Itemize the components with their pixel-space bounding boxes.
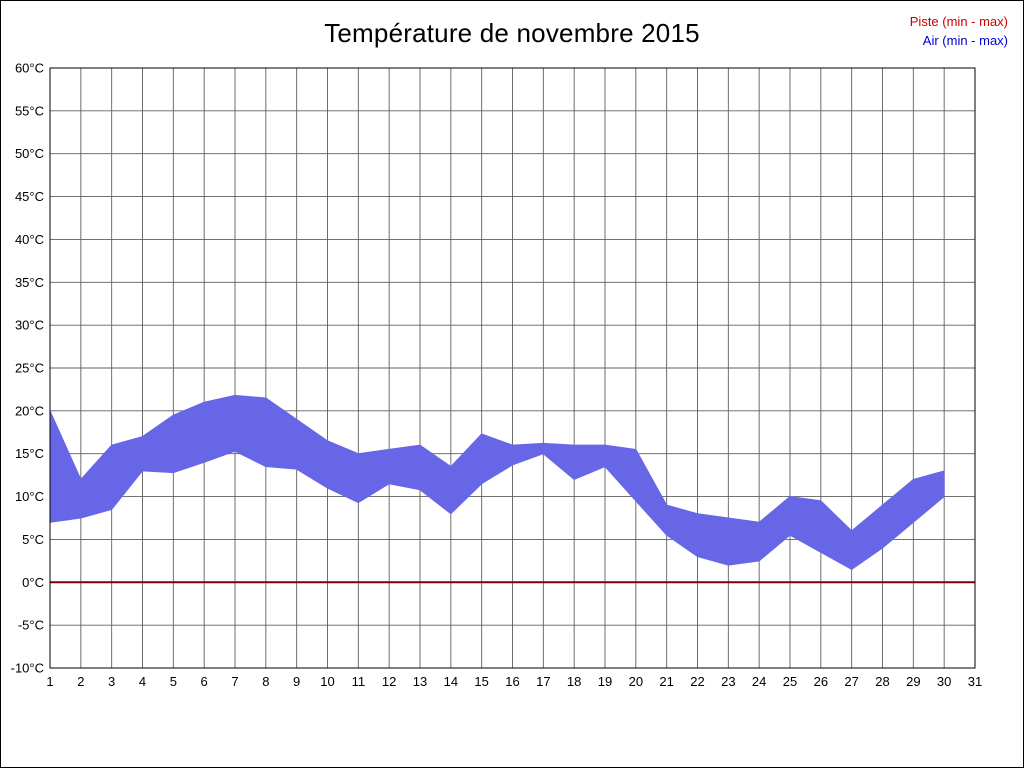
y-axis-tick-label: 25°C [15, 361, 44, 376]
y-axis-tick-label: 30°C [15, 318, 44, 333]
x-axis-tick-label: 6 [201, 674, 208, 689]
y-axis-tick-label: 55°C [15, 103, 44, 118]
x-axis-tick-label: 22 [690, 674, 704, 689]
x-axis-tick-label: 9 [293, 674, 300, 689]
legend: Piste (min - max) Air (min - max) [910, 12, 1008, 50]
x-axis-tick-label: 29 [906, 674, 920, 689]
y-axis-tick-label: 45°C [15, 189, 44, 204]
x-axis-tick-label: 18 [567, 674, 581, 689]
y-axis-tick-label: -5°C [18, 618, 44, 633]
x-axis-tick-label: 3 [108, 674, 115, 689]
y-axis-tick-label: 50°C [15, 146, 44, 161]
x-axis-tick-label: 8 [262, 674, 269, 689]
y-axis-tick-label: -10°C [11, 661, 44, 676]
y-axis-tick-label: 5°C [22, 532, 44, 547]
x-axis-tick-label: 11 [352, 674, 366, 689]
y-axis-tick-label: 60°C [15, 61, 44, 76]
chart-title: Température de novembre 2015 [324, 18, 700, 48]
x-axis-tick-label: 28 [875, 674, 889, 689]
y-axis-tick-label: 0°C [22, 575, 44, 590]
x-axis-tick-label: 10 [320, 674, 334, 689]
x-axis-tick-label: 13 [413, 674, 427, 689]
x-axis-tick-label: 7 [231, 674, 238, 689]
x-axis-tick-label: 27 [844, 674, 858, 689]
x-axis-tick-label: 20 [629, 674, 643, 689]
y-axis-tick-label: 35°C [15, 275, 44, 290]
air-minmax-band [49, 394, 945, 571]
x-axis-tick-label: 2 [77, 674, 84, 689]
x-axis-tick-label: 19 [598, 674, 612, 689]
y-axis-tick-label: 10°C [15, 489, 44, 504]
x-axis-tick-label: 30 [937, 674, 951, 689]
x-axis-tick-label: 26 [814, 674, 828, 689]
x-axis-tick-label: 4 [139, 674, 146, 689]
x-axis-tick-label: 23 [721, 674, 735, 689]
x-axis-tick-label: 5 [170, 674, 177, 689]
x-axis-tick-label: 21 [659, 674, 673, 689]
x-axis-tick-label: 14 [444, 674, 458, 689]
y-axis-tick-label: 20°C [15, 403, 44, 418]
x-axis-tick-label: 12 [382, 674, 396, 689]
x-axis-tick-label: 16 [505, 674, 519, 689]
y-axis-tick-label: 15°C [15, 446, 44, 461]
x-axis-tick-label: 1 [46, 674, 53, 689]
plot-border [49, 67, 976, 669]
x-axis-tick-label: 24 [752, 674, 766, 689]
x-axis-tick-label: 25 [783, 674, 797, 689]
legend-piste-label: Piste (min - max) [909, 14, 1008, 29]
legend-air-label: Air (min - max) [922, 33, 1008, 48]
x-axis-tick-label: 15 [474, 674, 488, 689]
x-axis-tick-label: 17 [536, 674, 550, 689]
x-axis-tick-label: 31 [968, 674, 982, 689]
y-axis-tick-label: 40°C [15, 232, 44, 247]
